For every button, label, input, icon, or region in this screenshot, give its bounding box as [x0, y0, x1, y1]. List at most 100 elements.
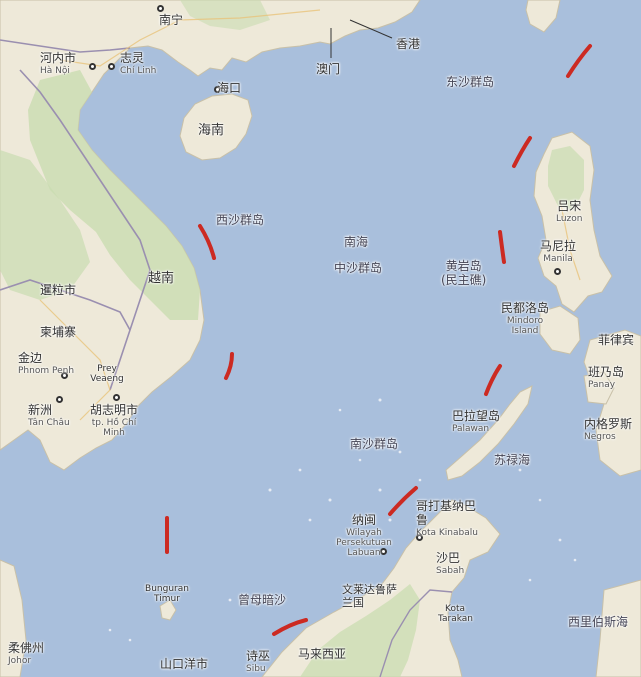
label-manila: 马尼拉 Manila — [540, 239, 576, 264]
manila-en: Manila — [543, 253, 573, 264]
label-negros: 内格罗斯 Negros — [584, 417, 633, 442]
labuan-zh: 纳闽 — [351, 513, 376, 527]
dash-6 — [272, 618, 308, 636]
tan-chau-zh: 新洲 — [28, 403, 53, 417]
label-haikou: 海口 — [217, 81, 242, 95]
borneo-island — [261, 499, 501, 677]
label-xisha: 西沙群岛 — [216, 213, 265, 227]
hong-kong-pointer — [349, 19, 393, 39]
labuan-en: Wilayah Persekutuan Labuan — [336, 527, 392, 559]
malay-peninsula — [0, 559, 27, 677]
kota-kinabalu-zh: 哥打基纳巴鲁 — [416, 499, 477, 527]
ho-chi-minh-zh: 胡志明市 — [89, 403, 138, 417]
label-shankou: 山口洋市 — [160, 657, 209, 671]
natuna-island — [159, 599, 177, 621]
mindoro-en: Mindoro Island — [506, 315, 544, 337]
label-sulu-sea: 苏禄海 — [494, 453, 531, 467]
phnom-penh-marker[interactable] — [61, 372, 68, 379]
label-zhongsha: 中沙群岛 — [334, 261, 383, 275]
label-mindoro: 民都洛岛 Mindoro Island — [500, 301, 550, 337]
dash-2 — [512, 136, 532, 168]
tan-chau-marker[interactable] — [56, 396, 63, 403]
ho-chi-minh-en: tp. Hồ Chí Minh — [91, 417, 137, 439]
label-kota-tarakan: Kota Tarakan — [438, 604, 474, 625]
phnom-penh-zh: 金边 — [18, 351, 43, 365]
label-johor: 柔佛州 Johor — [8, 641, 44, 666]
luzon-zh: 吕宋 — [557, 199, 582, 213]
label-siem-reap: 暹粒市 — [40, 283, 77, 297]
label-palawan: 巴拉望岛 Palawan — [452, 409, 501, 434]
terrain-green — [28, 70, 200, 320]
label-huangyan: 黄岩岛 (民主礁) — [441, 259, 487, 288]
nanning-marker[interactable] — [157, 5, 164, 12]
label-macau: 澳门 — [316, 62, 341, 76]
border-china — [0, 39, 131, 53]
dash-1 — [566, 44, 592, 78]
huangyan-zh: 黄岩岛 — [445, 259, 482, 273]
hanoi-zh: 河内市 — [40, 51, 77, 65]
sabah-zh: 沙巴 — [436, 551, 461, 565]
mindoro-zh: 民都洛岛 — [500, 301, 549, 315]
label-hong-kong: 香港 — [396, 37, 421, 51]
chi-linh-marker[interactable] — [108, 63, 115, 70]
dash-9 — [198, 224, 216, 260]
label-dongsha: 东沙群岛 — [446, 75, 495, 89]
johor-en: Johor — [8, 655, 32, 666]
hainan-island — [179, 93, 253, 161]
dash-5 — [388, 486, 418, 516]
phnom-penh-en: Phnom Penh — [18, 365, 75, 376]
luzon-green — [548, 146, 584, 210]
panay-en: Panay — [588, 379, 616, 390]
label-zengmu: 曾母暗沙 — [238, 593, 287, 607]
sibu-en: Sibu — [246, 663, 266, 674]
sibu-zh: 诗巫 — [246, 649, 271, 663]
mindoro-island — [539, 305, 581, 355]
panay-zh: 班乃岛 — [588, 365, 625, 379]
sabah-en: Sabah — [436, 565, 465, 576]
border-vietnam-laos — [19, 69, 151, 391]
panay-island — [583, 371, 615, 405]
palawan-island — [445, 385, 533, 481]
label-cambodia: 柬埔寨 — [40, 325, 77, 339]
hanoi-marker[interactable] — [89, 63, 96, 70]
palawan-en: Palawan — [452, 423, 490, 434]
label-hainan: 海南 — [198, 123, 225, 138]
borneo-green — [300, 584, 420, 677]
manila-marker[interactable] — [554, 268, 561, 275]
kota-kinabalu-marker[interactable] — [416, 534, 423, 541]
haikou-marker[interactable] — [214, 86, 221, 93]
label-malaysia: 马来西亚 — [298, 647, 347, 661]
sulawesi-fragment — [595, 579, 641, 677]
dash-8 — [224, 352, 234, 380]
label-chi-linh: 志灵 Chí Linh — [120, 51, 157, 76]
label-nansha: 南沙群岛 — [350, 437, 399, 451]
label-brunei: 文莱达鲁萨兰国 — [342, 583, 397, 609]
kota-kinabalu-en: Kota Kinabalu — [416, 527, 478, 538]
label-phnom-penh: 金边 Phnom Penh — [18, 351, 75, 376]
label-nanning: 南宁 — [159, 13, 184, 27]
label-kota-kinabalu: 哥打基纳巴鲁 Kota Kinabalu — [416, 499, 480, 538]
chi-linh-en: Chí Linh — [120, 65, 157, 76]
chi-linh-zh: 志灵 — [120, 51, 145, 65]
label-vietnam: 越南 — [148, 271, 175, 286]
label-celebes-sea: 西里伯斯海 — [568, 615, 629, 629]
label-bunguran: Bunguran Timur — [145, 584, 189, 605]
dash-3 — [498, 230, 506, 264]
label-hanoi: 河内市 Hà Nội — [40, 51, 77, 76]
terrain-green-2 — [0, 150, 90, 300]
negros-zh: 内格罗斯 — [584, 417, 633, 431]
label-sibu: 诗巫 Sibu — [246, 649, 271, 674]
dash-4 — [484, 364, 502, 396]
taiwan-island — [525, 0, 561, 33]
palawan-zh: 巴拉望岛 — [452, 409, 501, 423]
label-ho-chi-minh: 胡志明市 tp. Hồ Chí Minh — [86, 403, 142, 439]
labuan-marker[interactable] — [380, 548, 387, 555]
terrain-green-3 — [180, 0, 270, 30]
negros-en: Negros — [584, 431, 616, 442]
ho-chi-minh-marker[interactable] — [113, 394, 120, 401]
label-philippines: 菲律宾 — [598, 333, 635, 347]
label-south-china-sea: 南海 — [344, 235, 369, 249]
huangyan-note: (民主礁) — [441, 272, 487, 287]
